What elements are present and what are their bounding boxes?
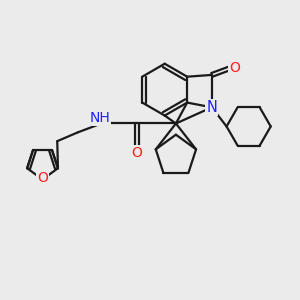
Text: O: O [229, 61, 240, 75]
Text: O: O [131, 146, 142, 160]
Text: O: O [37, 171, 48, 185]
Text: NH: NH [90, 111, 110, 125]
Text: N: N [206, 100, 217, 115]
